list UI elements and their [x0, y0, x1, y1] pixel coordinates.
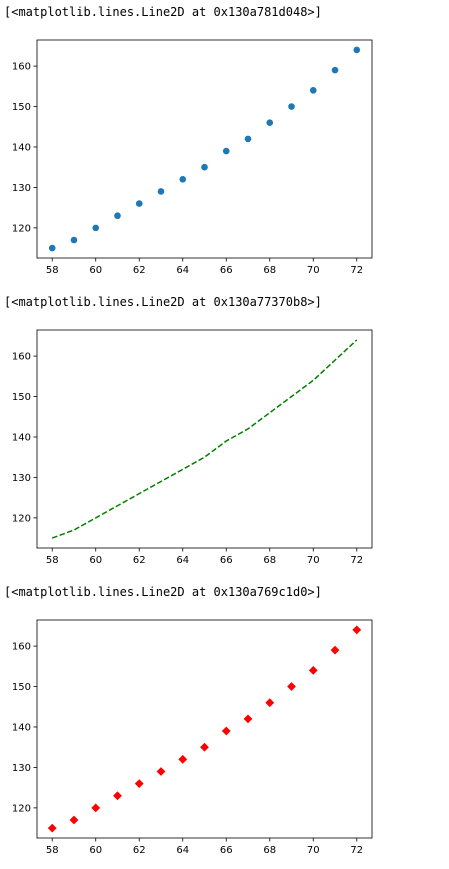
x-tick-label: 68 — [263, 265, 276, 276]
x-tick-label: 58 — [46, 845, 59, 856]
y-tick-label: 120 — [12, 513, 31, 524]
y-tick-label: 150 — [12, 682, 31, 693]
x-tick-label: 62 — [133, 265, 146, 276]
cell-output-text: [<matplotlib.lines.Line2D at 0x130a781d0… — [4, 5, 322, 19]
data-point-diamond — [134, 779, 144, 789]
x-tick-label: 68 — [263, 845, 276, 856]
y-tick-label: 140 — [12, 432, 31, 443]
data-point-circle — [70, 236, 78, 244]
x-tick-label: 70 — [307, 555, 320, 566]
x-tick-label: 60 — [89, 555, 102, 566]
data-point-diamond — [352, 625, 362, 635]
data-point-diamond — [200, 742, 209, 752]
y-tick-label: 120 — [12, 223, 31, 234]
x-tick-label: 60 — [89, 265, 102, 276]
data-point-diamond — [156, 767, 166, 776]
x-tick-label: 60 — [89, 845, 102, 856]
x-tick-label: 64 — [176, 555, 189, 566]
data-point-circle — [135, 200, 143, 207]
data-point-diamond — [113, 791, 122, 801]
x-tick-label: 72 — [350, 265, 363, 276]
data-point-diamond — [265, 698, 275, 708]
y-tick-label: 120 — [12, 803, 31, 814]
cell-output-text: [<matplotlib.lines.Line2D at 0x130a77370… — [4, 295, 322, 309]
y-tick-label: 160 — [12, 642, 31, 653]
data-point-circle — [48, 244, 56, 252]
data-point-diamond — [178, 754, 188, 764]
axes-frame — [36, 329, 373, 549]
data-point-circle — [92, 224, 100, 232]
y-tick-label: 130 — [12, 183, 31, 194]
data-point-circle — [331, 66, 339, 74]
axes-frame — [36, 39, 373, 259]
x-tick-label: 70 — [307, 265, 320, 276]
dashed-line-plot: 58 60 62 64 66 68 70 72 120 130 140 150 160 — [12, 329, 373, 566]
cell-output-text: [<matplotlib.lines.Line2D at 0x130a769c1… — [4, 585, 322, 599]
data-point-circle — [309, 87, 317, 94]
y-tick-label: 150 — [12, 392, 31, 403]
data-point-circle — [353, 46, 361, 54]
data-point-circle — [288, 103, 295, 110]
x-tick-label: 70 — [307, 845, 320, 856]
y-tick-label: 160 — [12, 352, 31, 363]
x-tick-label: 68 — [263, 555, 276, 566]
x-tick-label: 62 — [133, 555, 146, 566]
data-point-diamond — [287, 682, 296, 691]
data-point-diamond — [243, 714, 253, 724]
axes-frame — [36, 619, 373, 839]
y-tick-label: 140 — [12, 142, 31, 153]
scatter-plot-diamonds: 58 60 62 64 66 68 70 72 120 130 140 150 160 — [12, 619, 373, 856]
data-point-circle — [157, 188, 165, 195]
x-tick-label: 72 — [350, 845, 363, 856]
x-tick-label: 66 — [220, 845, 233, 856]
x-tick-label: 66 — [220, 265, 233, 276]
x-tick-label: 72 — [350, 555, 363, 566]
data-point-circle — [179, 176, 187, 183]
data-point-diamond — [308, 665, 318, 675]
data-point-diamond — [330, 645, 340, 655]
x-tick-label: 62 — [133, 845, 146, 856]
data-point-circle — [201, 163, 208, 171]
y-tick-label: 130 — [12, 473, 31, 484]
data-point-diamond — [91, 803, 101, 813]
y-tick-label: 160 — [12, 62, 31, 73]
y-tick-label: 150 — [12, 102, 31, 113]
data-point-circle — [266, 119, 274, 127]
x-tick-label: 64 — [176, 265, 189, 276]
data-point-diamond — [47, 823, 57, 833]
x-tick-label: 58 — [46, 265, 59, 276]
data-point-circle — [114, 212, 121, 220]
y-tick-label: 130 — [12, 763, 31, 774]
data-point-diamond — [69, 815, 79, 825]
x-tick-label: 66 — [220, 555, 233, 566]
scatter-plot-circles: 58 60 62 64 66 68 70 72 120 130 140 150 160 — [12, 39, 373, 276]
data-point-diamond — [221, 726, 231, 736]
data-point-circle — [244, 135, 252, 143]
series-line — [51, 339, 358, 539]
y-tick-label: 140 — [12, 722, 31, 733]
x-tick-label: 64 — [176, 845, 189, 856]
data-point-circle — [222, 147, 230, 155]
x-tick-label: 58 — [46, 555, 59, 566]
